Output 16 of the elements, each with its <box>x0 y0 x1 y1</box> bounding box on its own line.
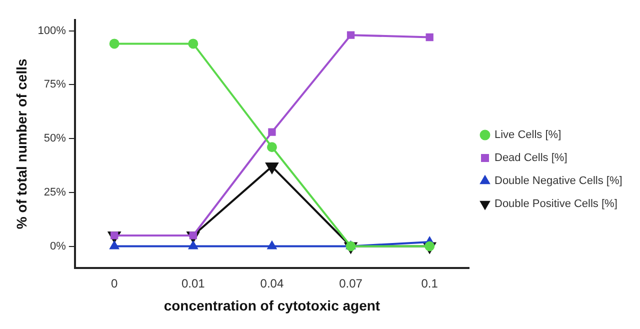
y-tick-label: 0% <box>50 240 66 252</box>
x-axis-title: concentration of cytotoxic agent <box>164 297 380 314</box>
x-tick-label: 0.01 <box>181 276 206 290</box>
y-tick-label: 100% <box>38 24 66 37</box>
x-tick-label: 0.07 <box>339 276 363 290</box>
y-tick-label: 50% <box>44 132 66 145</box>
legend-label: Double Positive Cells [%] <box>494 198 618 210</box>
legend-label: Double Negative Cells [%] <box>494 175 622 188</box>
y-tick-label: 75% <box>44 78 66 91</box>
legend-label: Dead Cells [%] <box>494 152 568 164</box>
x-tick-label: 0.04 <box>260 276 284 290</box>
x-tick-label: 0.1 <box>421 276 438 290</box>
x-tick-label: 0 <box>110 276 118 290</box>
y-tick-label: 25% <box>44 186 66 198</box>
y-axis-title: % of total number of cells <box>13 58 30 230</box>
legend-label: Live Cells [%] <box>494 129 562 142</box>
